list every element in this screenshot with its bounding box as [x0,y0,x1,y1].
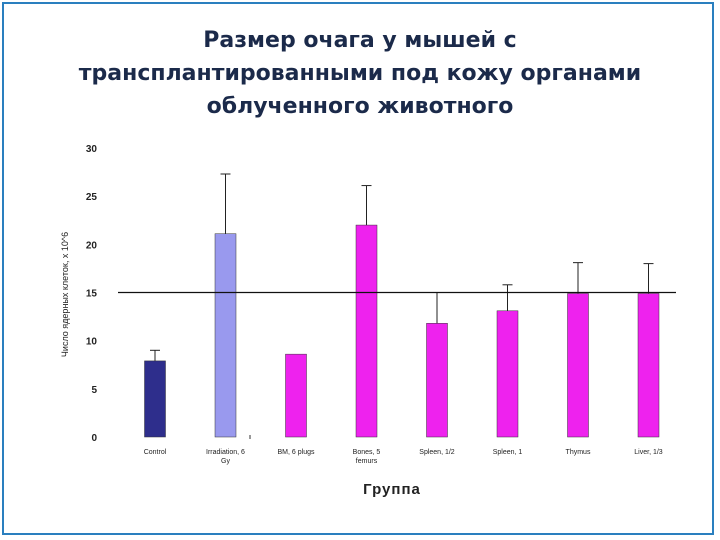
title-line-2: трансплантированными под кожу органами [78,61,642,86]
title-line-1: Размер очага у мышей с [203,28,517,53]
bar [567,293,589,438]
slide-title: Размер очага у мышей с трансплантированн… [0,24,720,123]
y-tick-label: 20 [86,240,98,251]
x-tick-label: Control [144,449,167,456]
x-tick-label: femurs [356,458,378,465]
x-tick-label: Thymus [566,449,591,456]
y-tick-label: 10 [86,337,98,348]
x-tick-label: Gy [221,458,230,465]
y-tick-label: 5 [91,385,97,396]
x-tick-label: Spleen, 1/2 [419,449,455,456]
y-tick-label: 30 [86,144,98,155]
title-line-3: облученного животного [206,94,514,119]
bar [144,360,166,438]
bar [285,353,307,438]
bar [426,323,448,438]
bar [496,310,519,438]
x-tick-label: Liver, 1/3 [634,449,663,456]
bar [355,224,378,438]
bar [637,293,660,438]
x-tick-label: Bones, 5 [353,449,381,456]
x-tick-label: Spleen, 1 [493,449,523,456]
y-axis-label: Число ядерных клеток, х 10^6 [60,232,70,357]
x-tick-label: BM, 6 plugs [278,449,315,456]
y-tick-label: 25 [86,192,98,203]
bar [214,233,237,438]
x-axis-label: Группа [363,481,421,498]
y-tick-label: 15 [86,289,98,300]
y-tick-label: 0 [91,433,97,444]
x-tick-label: Irradiation, 6 [206,449,245,456]
